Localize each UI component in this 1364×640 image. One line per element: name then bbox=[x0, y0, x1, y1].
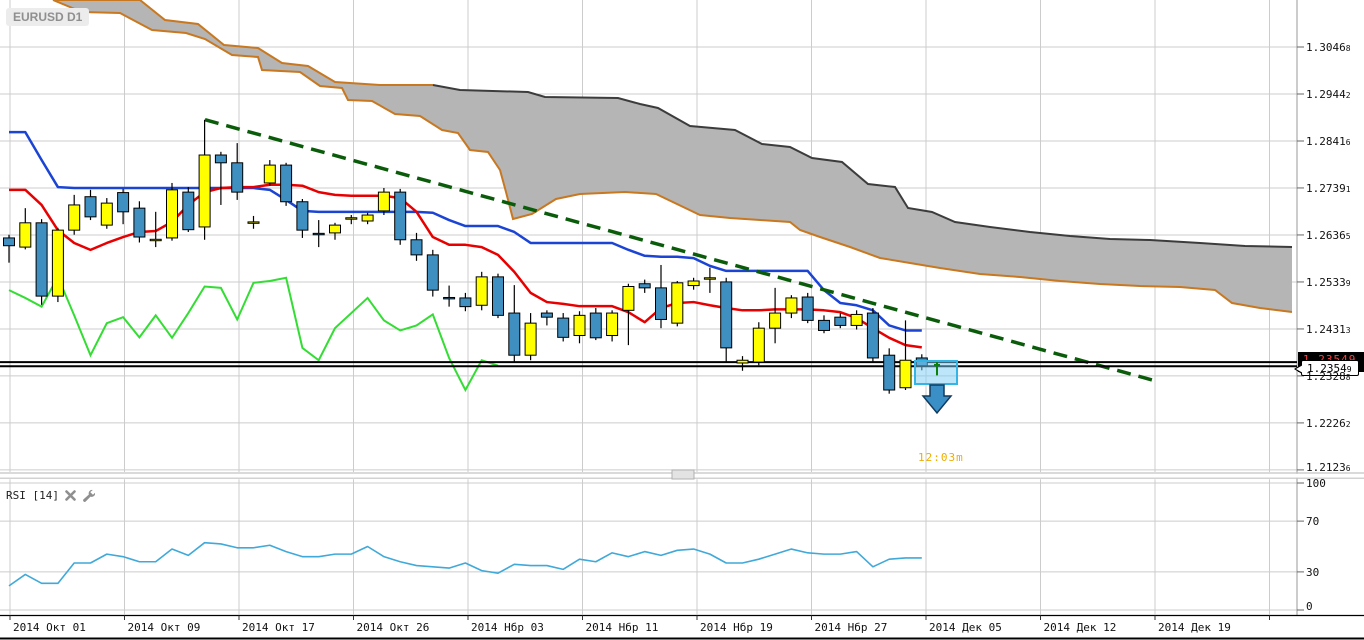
pane-splitter[interactable] bbox=[0, 469, 1364, 480]
rsi-tick-label: 0 bbox=[1306, 600, 1313, 613]
rsi-tick-label: 30 bbox=[1306, 565, 1320, 579]
close-icon[interactable] bbox=[65, 490, 76, 501]
rsi-tick-label: 100 bbox=[1306, 477, 1326, 490]
price-tick-label: 1.26365 bbox=[1306, 228, 1351, 242]
symbol-label: EURUSD D1 bbox=[6, 8, 90, 26]
price-tick-label: 1.22262 bbox=[1306, 416, 1351, 430]
rsi-indicator-label: RSI [14] bbox=[6, 489, 95, 502]
horizontal-level-lines[interactable] bbox=[0, 361, 1297, 368]
price-tick-label: 1.27391 bbox=[1306, 181, 1351, 195]
tenkan-sen-line bbox=[9, 183, 922, 349]
rsi-tick-label: 70 bbox=[1306, 515, 1320, 529]
axis-frame-lines bbox=[0, 46, 1364, 640]
date-tick-label: 2014 Окт 17 bbox=[242, 621, 315, 634]
candle-countdown: 12:03m bbox=[918, 451, 964, 464]
date-tick-label: 2014 Дек 05 bbox=[929, 621, 1002, 634]
gridlines bbox=[0, 0, 1298, 616]
date-tick-label: 2014 Нбр 19 bbox=[700, 621, 773, 634]
date-tick-label: 2014 Дек 19 bbox=[1158, 621, 1231, 634]
pane-splitter-handle[interactable] bbox=[671, 469, 695, 480]
sell-arrow-icon bbox=[921, 384, 953, 415]
rsi-line bbox=[8, 541, 922, 587]
date-tick-label: 2014 Нбр 27 bbox=[814, 621, 888, 634]
wrench-settings-icon[interactable] bbox=[82, 489, 95, 502]
ichimoku-cloud bbox=[52, 0, 1293, 313]
price-tick-label: 1.21236 bbox=[1306, 461, 1351, 474]
price-tick-label: 1.28416 bbox=[1306, 134, 1351, 148]
callout-price-sub: 9 bbox=[1346, 365, 1352, 374]
rsi-label-text: RSI [14] bbox=[6, 489, 59, 502]
current-price-tag-text: 1.23549 bbox=[1303, 353, 1356, 366]
current-forming-candle bbox=[934, 363, 940, 366]
price-tick-label: 1.29442 bbox=[1306, 87, 1351, 101]
price-tick-label: 1.30468 bbox=[1306, 41, 1351, 54]
price-tick-label: 1.25339 bbox=[1306, 275, 1351, 289]
price-tick-label: 1.24313 bbox=[1306, 322, 1351, 336]
annotations[interactable] bbox=[914, 360, 958, 415]
date-tick-label: 2014 Окт 26 bbox=[356, 621, 430, 634]
chikou-span-line bbox=[8, 274, 499, 393]
date-tick-label: 2014 Нбр 03 bbox=[471, 621, 544, 634]
date-tick-label: 2014 Окт 09 bbox=[127, 621, 201, 634]
date-tick-label: 2014 Нбр 11 bbox=[585, 621, 659, 634]
callout-price-main: 1.2354 bbox=[1307, 362, 1347, 375]
kijun-sen-line bbox=[9, 130, 922, 332]
candles bbox=[3, 119, 928, 394]
date-tick-label: 2014 Окт 01 bbox=[13, 621, 86, 634]
date-tick-label: 2014 Дек 12 bbox=[1043, 621, 1117, 634]
price-tick-label: 1.23288 bbox=[1306, 369, 1351, 383]
trendline[interactable] bbox=[204, 118, 1153, 382]
current-price-callout: 1.23549 bbox=[1294, 360, 1359, 376]
